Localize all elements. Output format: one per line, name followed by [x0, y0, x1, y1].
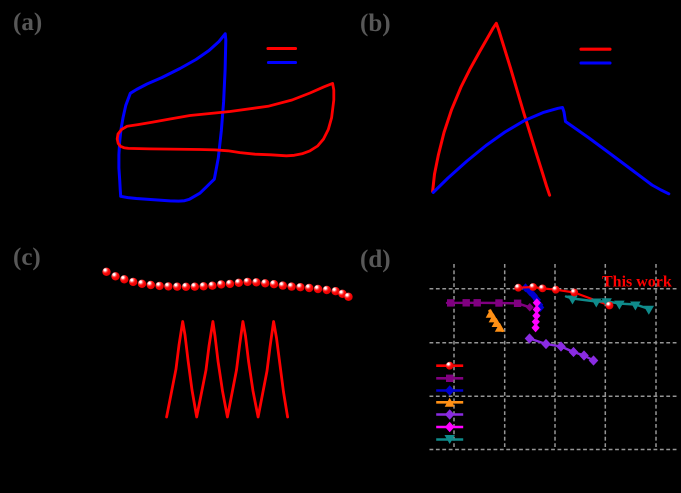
svg-text:(a): (a) [13, 9, 42, 36]
svg-text:(b): (b) [360, 10, 391, 37]
svg-text:(c): (c) [13, 244, 41, 271]
svg-text:This work: This work [602, 274, 672, 291]
svg-text:(d): (d) [360, 246, 391, 273]
